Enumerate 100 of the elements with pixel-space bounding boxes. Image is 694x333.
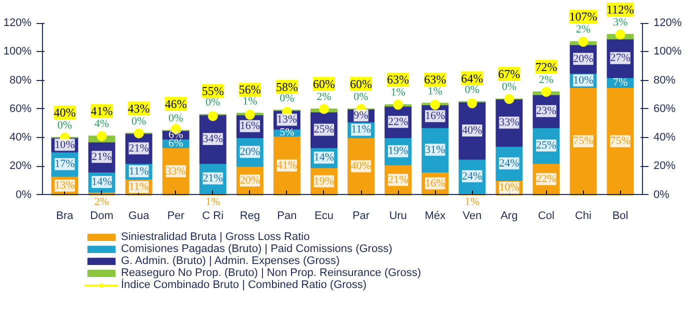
data-label: 13% — [54, 180, 75, 192]
data-label: 56% — [238, 82, 261, 97]
y-tick-label: 40% — [9, 132, 32, 144]
data-label: 10% — [499, 182, 520, 194]
data-label: 0% — [280, 92, 294, 104]
data-label: 41% — [276, 160, 298, 172]
y-tick-label: 60% — [9, 102, 32, 115]
data-label: 10% — [54, 138, 75, 151]
data-label: 112% — [606, 2, 634, 17]
data-label: 1% — [206, 196, 220, 208]
data-label: 4% — [94, 118, 110, 130]
data-label: 43% — [128, 101, 150, 116]
data-label: 55% — [202, 84, 224, 98]
data-label: 63% — [424, 72, 446, 87]
x-tick-label: Ven — [462, 210, 482, 222]
data-label: 25% — [536, 139, 556, 152]
y2-tick-label: 80% — [654, 74, 676, 86]
data-label: 10% — [573, 74, 594, 86]
data-label: 19% — [314, 175, 334, 188]
data-label: 16% — [240, 120, 260, 132]
x-tick-label: C Ri — [202, 210, 224, 222]
data-label: 58% — [276, 80, 298, 94]
x-tick-label: Chi — [574, 210, 592, 222]
data-label: 31% — [425, 144, 446, 156]
data-label: 0% — [464, 84, 480, 96]
data-label: 40% — [462, 124, 482, 136]
x-tick-label: Uru — [389, 210, 407, 222]
data-label: 63% — [387, 72, 410, 87]
data-label: 0% — [168, 112, 184, 124]
data-label: 20% — [240, 146, 260, 158]
data-label: 27% — [610, 52, 630, 64]
data-label: 21% — [202, 172, 223, 184]
data-label: 40% — [54, 106, 76, 120]
data-label: 24% — [499, 157, 520, 170]
data-label: 20% — [573, 52, 594, 65]
data-label: 33% — [499, 116, 520, 129]
data-label: 24% — [462, 170, 482, 182]
data-label: 0% — [502, 80, 517, 93]
data-label: 1% — [428, 85, 442, 98]
y2-tick-label: 0% — [654, 188, 670, 201]
data-label: 16% — [425, 177, 446, 190]
data-label: 21% — [128, 142, 149, 154]
data-label: 2% — [94, 196, 110, 208]
data-label: 13% — [276, 114, 298, 126]
data-label: 11% — [351, 124, 371, 136]
data-label: 41% — [90, 104, 113, 118]
data-label: 25% — [314, 124, 334, 136]
data-label: 2% — [576, 24, 591, 36]
data-label: 5% — [280, 126, 294, 139]
data-label: 0% — [206, 96, 220, 109]
x-tick-label: Bra — [56, 210, 74, 222]
data-label: 20% — [240, 174, 260, 187]
data-label: 46% — [164, 97, 187, 112]
data-label: 22% — [388, 116, 408, 128]
data-label: 67% — [498, 66, 520, 81]
data-label: 21% — [388, 174, 408, 186]
data-label: 1% — [390, 86, 406, 99]
data-label: 60% — [350, 76, 372, 91]
data-label: 11% — [128, 180, 149, 193]
data-label: 0% — [354, 90, 368, 103]
data-label: 16% — [425, 110, 446, 122]
y-tick-label: 80% — [9, 74, 32, 86]
legend-label: G. Admin. (Bruto) | Admin. Expenses (Gross) — [121, 255, 340, 267]
data-label: 9% — [354, 109, 368, 122]
y-tick-label: 100% — [3, 46, 32, 58]
x-tick-label: Col — [538, 210, 554, 222]
x-tick-label: Par — [352, 210, 370, 222]
y2-tick-label: 120% — [654, 17, 682, 30]
x-tick-label: Reg — [240, 210, 260, 222]
data-label: 11% — [128, 165, 149, 178]
legend-label: Índice Combinado Bruto | Combined Ratio (Gross) — [121, 279, 367, 291]
data-label: 75% — [610, 135, 630, 148]
legend-label: Comisiones Pagadas (Bruto) | Paid Comissions (Gross) — [121, 243, 392, 255]
data-label: 7% — [612, 76, 628, 89]
x-tick-label: Per — [167, 210, 185, 222]
data-label: 0% — [57, 120, 72, 132]
y2-tick-label: 100% — [654, 46, 682, 58]
data-label: 1% — [242, 95, 258, 108]
data-label: 40% — [350, 160, 372, 172]
data-label: 22% — [536, 173, 556, 186]
data-label: 17% — [54, 158, 75, 170]
y-tick-label: 120% — [3, 17, 32, 30]
data-label: 2% — [316, 90, 332, 103]
data-label: 75% — [573, 135, 594, 148]
data-label: 23% — [536, 105, 556, 118]
data-label: 72% — [535, 60, 558, 74]
y-tick-label: 0% — [16, 188, 32, 201]
legend-label: Reaseguro No Prop. (Bruto) | Non Prop. Reinsurance (Gross) — [121, 267, 421, 279]
x-tick-label: Pan — [277, 210, 297, 222]
data-label: 1% — [464, 196, 480, 208]
data-label: 64% — [461, 71, 484, 86]
data-label: 2% — [538, 74, 554, 86]
data-label: 107% — [569, 10, 598, 24]
legend-label: Siniestralidad Bruta | Gross Loss Ratio — [121, 231, 310, 243]
data-label: 19% — [388, 145, 408, 158]
data-label: 60% — [312, 76, 335, 91]
data-label: 33% — [166, 165, 186, 178]
x-tick-label: Méx — [424, 210, 446, 222]
data-label: 3% — [612, 16, 628, 29]
x-tick-label: Dom — [90, 210, 114, 222]
